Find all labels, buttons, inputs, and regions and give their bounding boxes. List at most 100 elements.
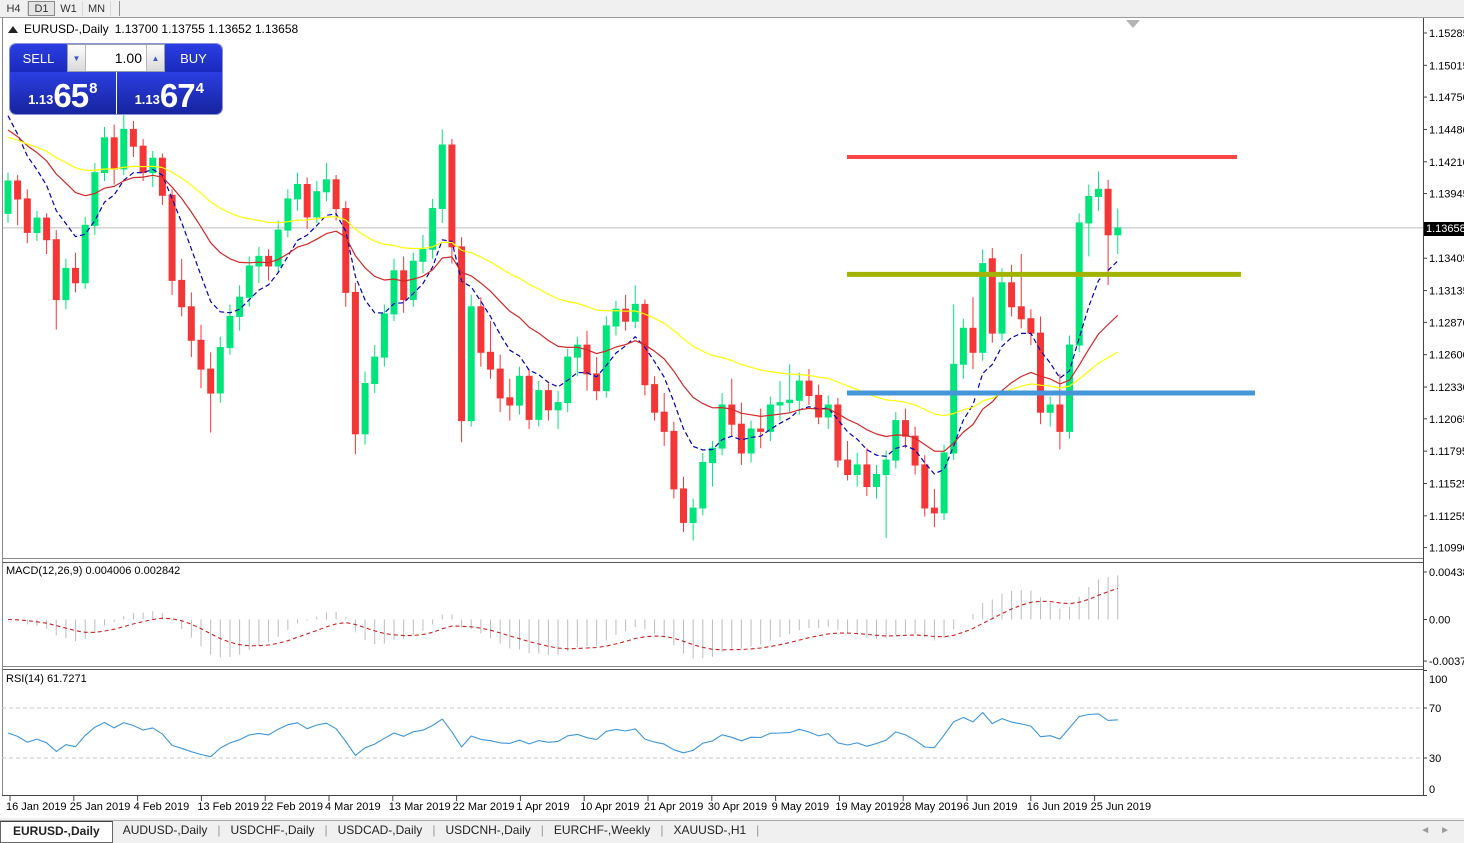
candlestick — [496, 354, 504, 413]
candlestick — [313, 181, 321, 223]
sell-price-big: 65 — [53, 77, 89, 114]
price-tick-label: 1.14750 — [1429, 92, 1464, 104]
candlestick — [197, 324, 205, 389]
candlestick — [921, 455, 929, 517]
time-tick-label: 25 Jan 2019 — [70, 801, 131, 813]
timeframe-button-mn[interactable]: MN — [83, 1, 111, 16]
sell-price-prefix: 1.13 — [28, 92, 54, 107]
candlestick — [294, 172, 301, 211]
sell-price-display[interactable]: 1.13 65 8 — [10, 72, 117, 114]
volume-down-button[interactable]: ▼ — [68, 45, 86, 71]
tab-separator: | — [540, 823, 544, 837]
candlestick — [631, 285, 639, 329]
rsi-tick-label: 70 — [1429, 703, 1441, 715]
chart-symbol-label: EURUSD-,Daily — [24, 22, 109, 36]
tab-separator: | — [432, 823, 436, 837]
current-price-badge: 1.13658 — [1424, 222, 1464, 236]
tab-audusd-daily[interactable]: AUDUSD-,Daily — [122, 823, 208, 837]
candlestick — [477, 297, 485, 367]
candlestick — [322, 163, 330, 202]
timeframe-button-w1[interactable]: W1 — [55, 1, 83, 16]
candlestick — [930, 488, 938, 528]
price-tick-label: 1.11255 — [1429, 511, 1464, 523]
candlestick — [988, 248, 996, 343]
price-tick-label: 1.13405 — [1429, 253, 1464, 265]
candlestick — [583, 330, 591, 391]
chart-window[interactable]: 1.152851.150151.147501.144801.142101.139… — [0, 18, 1464, 818]
candlestick — [892, 412, 900, 469]
candlestick — [554, 390, 562, 429]
candlestick — [1075, 213, 1083, 353]
candlestick — [467, 294, 475, 427]
candlestick — [1027, 309, 1035, 346]
candlestick — [593, 357, 601, 401]
volume-up-button[interactable]: ▲ — [146, 45, 164, 71]
candlestick — [101, 127, 108, 181]
time-tick-label: 1 Apr 2019 — [516, 801, 569, 813]
price-tick-label: 1.12065 — [1429, 414, 1464, 426]
buy-button[interactable]: BUY — [165, 44, 222, 72]
buy-price-pipette: 4 — [195, 80, 204, 97]
toolbar-divider — [119, 1, 120, 16]
tab-scroll-left-icon[interactable]: ◄ — [1420, 825, 1431, 836]
price-tick-label: 1.12870 — [1429, 317, 1464, 329]
tab-eurusd-daily[interactable]: EURUSD-,Daily — [0, 821, 113, 843]
buy-price-display[interactable]: 1.13 67 4 — [116, 72, 222, 114]
candlestick — [959, 318, 967, 379]
candlestick — [207, 352, 215, 433]
candlestick — [400, 256, 408, 313]
candlestick — [1066, 335, 1073, 439]
chart-canvas[interactable]: 1.152851.150151.147501.144801.142101.139… — [0, 0, 1464, 818]
sell-button[interactable]: SELL — [10, 44, 67, 72]
price-tick-label: 1.12600 — [1429, 350, 1464, 362]
candlestick — [487, 321, 494, 379]
price-tick-label: 1.14480 — [1429, 124, 1464, 136]
candlestick — [911, 426, 919, 475]
tab-usdcad-daily[interactable]: USDCAD-,Daily — [337, 823, 423, 837]
candlestick — [612, 300, 620, 336]
candlestick — [216, 336, 224, 403]
candlestick — [873, 464, 880, 499]
tab-usdchf-daily[interactable]: USDCHF-,Daily — [230, 823, 315, 837]
candlestick — [1104, 179, 1112, 286]
tab-xauusd-h1[interactable]: XAUUSD-,H1 — [673, 823, 747, 837]
timeframe-button-h4[interactable]: H4 — [0, 1, 28, 16]
candlestick — [1056, 373, 1064, 450]
time-tick-label: 22 Mar 2019 — [453, 801, 515, 813]
candlestick — [602, 316, 610, 398]
candlestick — [950, 304, 958, 461]
tab-scroll-right-icon[interactable]: ► — [1440, 825, 1450, 836]
candlestick — [226, 304, 234, 355]
macd-tick-label: 0.00 — [1429, 615, 1450, 627]
price-tick-label: 1.14210 — [1429, 157, 1464, 169]
candlestick — [815, 384, 823, 425]
candlestick — [1046, 396, 1054, 427]
candlestick — [43, 213, 51, 254]
candlestick — [129, 121, 137, 157]
candlestick — [757, 408, 765, 449]
candlestick — [33, 210, 41, 241]
candlestick — [62, 258, 70, 310]
candlestick — [1095, 171, 1102, 211]
collapse-chart-icon[interactable] — [8, 25, 18, 33]
candlestick — [245, 256, 253, 307]
candlestick — [52, 230, 60, 330]
tab-usdcnh-daily[interactable]: USDCNH-,Daily — [445, 823, 531, 837]
candlestick — [525, 369, 533, 429]
volume-input[interactable]: 1.00 — [114, 50, 142, 66]
candlestick — [236, 285, 244, 331]
candlestick — [728, 378, 736, 437]
ma-fast-line — [7, 115, 1119, 475]
macd-tick-label: 0.00438 — [1429, 567, 1464, 579]
tab-eurchf-weekly[interactable]: EURCHF-,Weekly — [553, 823, 651, 837]
chart-shift-icon[interactable] — [1126, 20, 1140, 28]
rsi-line — [7, 711, 1118, 758]
timeframe-button-d1[interactable]: D1 — [28, 1, 55, 16]
candlestick — [284, 189, 292, 238]
candlestick — [902, 408, 909, 449]
time-tick-label: 6 Jun 2019 — [963, 801, 1017, 813]
candlestick — [23, 189, 31, 244]
tab-separator: | — [217, 823, 221, 837]
rsi-label: RSI(14) 61.7271 — [6, 673, 87, 685]
chart-tab-bar: EURUSD-,Daily AUDUSD-,Daily | USDCHF-,Daily… — [0, 820, 1464, 843]
